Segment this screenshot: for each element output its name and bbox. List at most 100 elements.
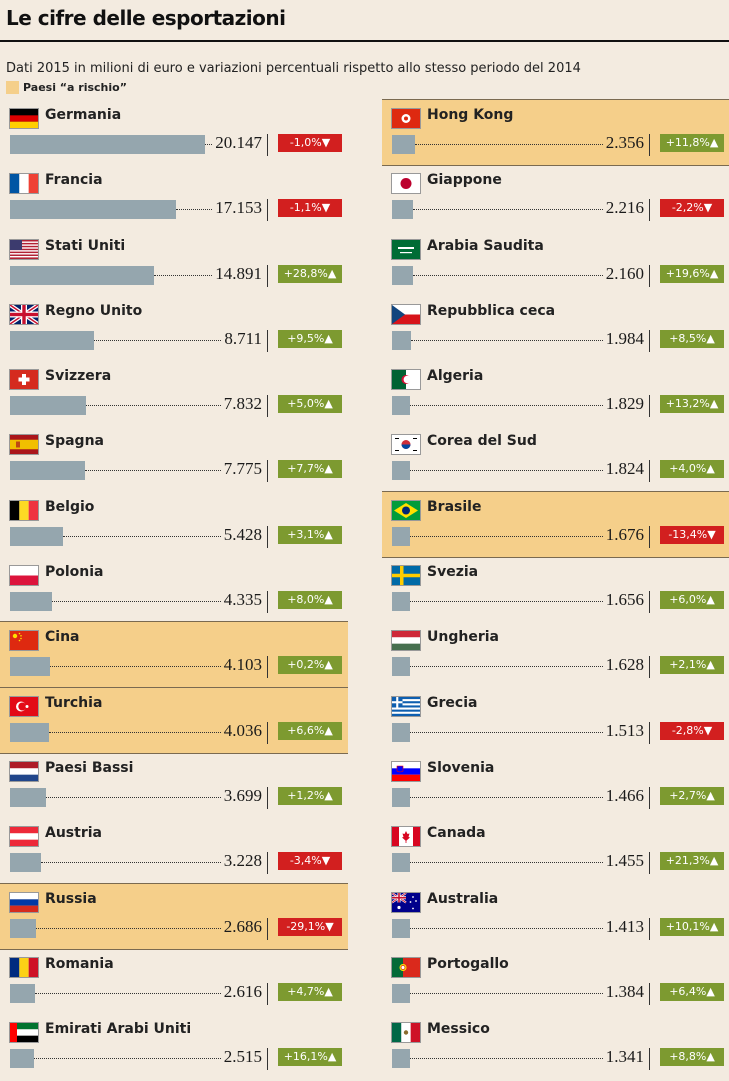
change-badge: -13,4%▼ bbox=[660, 525, 724, 544]
export-bar bbox=[10, 396, 86, 416]
change-badge: +21,3%▲ bbox=[660, 852, 724, 871]
value-divider bbox=[267, 982, 268, 1005]
country-name: Giappone bbox=[427, 172, 502, 189]
leader-dots bbox=[410, 731, 603, 733]
country-name: Canada bbox=[427, 825, 486, 842]
portugal-flag-icon bbox=[392, 957, 420, 977]
export-value: 1.513 bbox=[605, 720, 644, 740]
value-divider bbox=[649, 329, 650, 352]
country-name: Stati Uniti bbox=[45, 237, 126, 254]
country-name: Germania bbox=[45, 107, 122, 123]
country-name: Ungheria bbox=[427, 629, 499, 646]
value-divider bbox=[649, 591, 650, 614]
value-divider bbox=[267, 199, 268, 222]
spain-flag-icon bbox=[10, 435, 38, 455]
country-name: Spagna bbox=[45, 433, 104, 450]
leader-dots bbox=[46, 796, 221, 798]
change-badge: +9,5%▲ bbox=[278, 329, 342, 348]
country-row: Ungheria 1.628 +2,1%▲ bbox=[382, 622, 729, 687]
export-value: 2.160 bbox=[605, 263, 644, 283]
export-bar bbox=[392, 853, 410, 873]
algeria-flag-icon bbox=[392, 370, 420, 390]
country-row: Portogallo 1.384 +6,4%▲ bbox=[382, 949, 729, 1014]
change-badge: +8,0%▲ bbox=[278, 591, 342, 610]
change-badge: +11,8%▲ bbox=[660, 134, 724, 152]
export-value: 5.428 bbox=[223, 524, 262, 544]
hungary-flag-icon bbox=[392, 631, 420, 651]
value-divider bbox=[649, 460, 650, 483]
country-row: Cina 4.103 +0,2%▲ bbox=[0, 621, 348, 689]
legend-risk-swatch bbox=[6, 80, 19, 94]
export-bar bbox=[10, 592, 52, 612]
value-divider bbox=[267, 460, 268, 483]
country-name: Svizzera bbox=[45, 368, 112, 385]
country-row: Brasile 1.676 -13,4%▼ bbox=[382, 490, 729, 559]
leader-dots bbox=[63, 535, 221, 537]
leader-dots bbox=[410, 405, 603, 407]
value-divider bbox=[267, 786, 268, 809]
country-row: Regno Unito 8.711 +9,5%▲ bbox=[0, 296, 348, 361]
leader-dots bbox=[49, 731, 221, 733]
export-value: 1.829 bbox=[605, 394, 644, 414]
country-row: Paesi Bassi 3.699 +1,2%▲ bbox=[0, 753, 348, 818]
country-name: Emirati Arabi Uniti bbox=[45, 1021, 192, 1038]
value-divider bbox=[267, 917, 268, 940]
export-bar bbox=[392, 983, 410, 1003]
change-badge: +5,0%▲ bbox=[278, 395, 342, 414]
leader-dots bbox=[410, 1058, 603, 1060]
export-bar bbox=[392, 722, 410, 742]
change-badge: +4,7%▲ bbox=[278, 982, 342, 1001]
export-bar bbox=[10, 853, 41, 873]
value-divider bbox=[649, 1048, 650, 1071]
country-name: Brasile bbox=[427, 498, 482, 515]
change-badge: +6,6%▲ bbox=[278, 721, 342, 740]
country-row: Stati Uniti 14.891 +28,8%▲ bbox=[0, 231, 348, 296]
value-divider bbox=[649, 395, 650, 418]
country-name: Australia bbox=[427, 890, 499, 907]
export-value: 1.676 bbox=[605, 524, 644, 544]
leader-dots bbox=[85, 470, 221, 472]
change-badge: -2,8%▼ bbox=[660, 721, 724, 740]
export-value: 14.891 bbox=[215, 263, 262, 283]
export-value: 4.335 bbox=[223, 590, 262, 610]
change-badge: -29,1%▼ bbox=[278, 917, 342, 936]
country-name: Romania bbox=[45, 955, 114, 972]
export-value: 2.616 bbox=[223, 981, 262, 1001]
leader-dots bbox=[410, 796, 603, 798]
export-value: 1.466 bbox=[605, 785, 644, 805]
value-divider bbox=[267, 525, 268, 548]
france-flag-icon bbox=[10, 174, 38, 194]
leader-dots bbox=[52, 601, 221, 603]
czech-flag-icon bbox=[392, 304, 420, 324]
export-value: 1.628 bbox=[605, 655, 644, 675]
country-row: Polonia 4.335 +8,0%▲ bbox=[0, 557, 348, 622]
country-row: Australia 1.413 +10,1%▲ bbox=[382, 884, 729, 949]
change-badge: +1,2%▲ bbox=[278, 786, 342, 805]
leader-dots bbox=[86, 405, 221, 407]
mexico-flag-icon bbox=[392, 1023, 420, 1043]
uae-flag-icon bbox=[10, 1023, 38, 1043]
value-divider bbox=[649, 264, 650, 287]
value-divider bbox=[649, 982, 650, 1005]
left-column: Germania 20.147 -1,0%▼ Francia 17.153 -1,1%▼ S… bbox=[0, 100, 348, 1079]
sweden-flag-icon bbox=[392, 566, 420, 586]
leader-dots bbox=[50, 666, 221, 668]
china-flag-icon bbox=[10, 631, 38, 651]
change-badge: +13,2%▲ bbox=[660, 395, 724, 414]
change-badge: +2,1%▲ bbox=[660, 656, 724, 675]
country-name: Austria bbox=[45, 825, 102, 842]
country-row: Grecia 1.513 -2,8%▼ bbox=[382, 688, 729, 753]
country-row: Romania 2.616 +4,7%▲ bbox=[0, 949, 348, 1014]
value-divider bbox=[649, 721, 650, 744]
value-divider bbox=[267, 329, 268, 352]
export-bar bbox=[10, 1049, 34, 1069]
change-badge: +16,1%▲ bbox=[278, 1048, 342, 1067]
export-value: 2.686 bbox=[223, 916, 262, 936]
brazil-flag-icon bbox=[392, 500, 420, 520]
export-value: 2.216 bbox=[605, 198, 644, 218]
saudi-flag-icon bbox=[392, 239, 420, 259]
russia-flag-icon bbox=[10, 892, 38, 912]
country-name: Cina bbox=[45, 629, 80, 646]
export-value: 2.356 bbox=[605, 133, 644, 152]
export-bar bbox=[10, 787, 46, 807]
